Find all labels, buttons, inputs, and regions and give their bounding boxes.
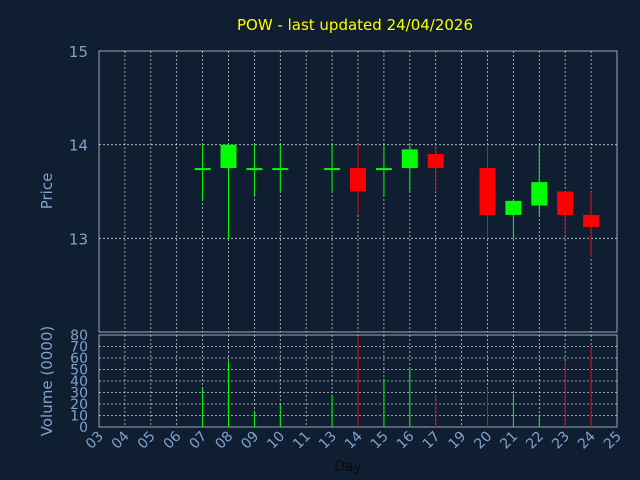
candle-body [220, 144, 237, 169]
chart-title: POW - last updated 24/04/2026 [237, 16, 473, 34]
volume-axis-label: Volume (0000) [38, 326, 56, 436]
volume-tick-label: 80 [70, 328, 88, 344]
candle-body [350, 168, 366, 192]
volume-tick-label: 70 [70, 340, 88, 356]
candle-body [557, 191, 574, 215]
candle-body [246, 168, 263, 171]
candle-body [272, 168, 289, 171]
candle-body [324, 168, 341, 171]
volume-tick-label: 50 [70, 363, 88, 379]
candle-body [427, 154, 444, 169]
price-axis-label: Price [38, 173, 56, 210]
x-axis-label: Day [334, 459, 362, 475]
candle-body [505, 200, 522, 215]
candle-body [479, 168, 496, 215]
volume-tick-label: 10 [70, 409, 88, 425]
price-tick-label: 15 [69, 43, 88, 61]
volume-tick-label: 20 [70, 397, 88, 413]
volume-tick-label: 40 [70, 374, 88, 390]
candle-body [531, 182, 548, 206]
candle-body [194, 168, 211, 171]
candle-body [583, 214, 600, 228]
volume-tick-label: 30 [70, 386, 88, 402]
volume-tick-label: 60 [70, 351, 88, 367]
volume-series [202, 336, 592, 427]
price-tick-label: 13 [69, 230, 88, 248]
volume-tick-label: 0 [79, 420, 88, 436]
candle-body [375, 168, 392, 171]
price-axis-ticks: 13 14 15 [69, 43, 88, 248]
candlestick-series [194, 144, 600, 258]
price-tick-label: 14 [69, 137, 88, 155]
candle-body [401, 149, 418, 169]
